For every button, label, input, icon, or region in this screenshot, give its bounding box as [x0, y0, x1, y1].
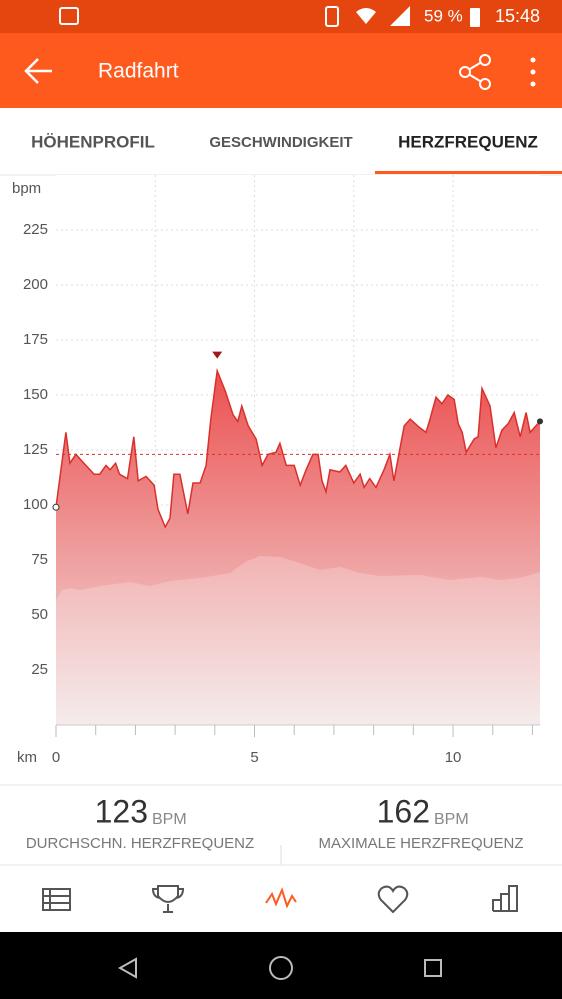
- tab-indicator: [375, 171, 562, 174]
- x-axis-label: km: [17, 749, 37, 766]
- start-point: [52, 503, 60, 511]
- chart: bpm km 25 50 75 100 125 150 175 200 225 0 5 10: [12, 175, 544, 766]
- y-tick-label: 200: [23, 276, 48, 293]
- nav-table[interactable]: [42, 888, 71, 911]
- app-bar: [0, 33, 562, 108]
- y-tick-label: 50: [31, 606, 48, 623]
- stat-label: DURCHSCHN. HERZFREQUENZ: [26, 835, 254, 852]
- stat-label: MAXIMALE HERZFREQUENZ: [318, 835, 523, 852]
- nav-heart[interactable]: [377, 885, 409, 914]
- battery-percent: 59 %: [424, 6, 463, 25]
- system-nav: [0, 932, 562, 999]
- elevation-silhouette: [56, 556, 540, 725]
- y-axis-label: bpm: [12, 180, 41, 197]
- area: [56, 370, 541, 725]
- nav-chart[interactable]: [265, 887, 297, 909]
- nav-recents[interactable]: [424, 959, 442, 977]
- back-button[interactable]: [24, 58, 52, 84]
- nav-stats[interactable]: [492, 885, 518, 912]
- stat-unit: BPM: [434, 811, 469, 828]
- stat-unit: BPM: [152, 811, 187, 828]
- tab[interactable]: HÖHENPROFIL: [31, 132, 155, 151]
- x-tick-label: 5: [250, 749, 258, 766]
- y-tick-label: 100: [23, 496, 48, 513]
- nav-trophy[interactable]: [151, 885, 185, 913]
- end-point: [537, 418, 544, 425]
- x-tick-label: 0: [52, 749, 60, 766]
- max-marker: [212, 351, 223, 359]
- y-tick-label: 175: [23, 331, 48, 348]
- y-tick-label: 225: [23, 221, 48, 238]
- nav-home[interactable]: [269, 956, 293, 980]
- stat-value: 123: [95, 793, 148, 829]
- y-tick-label: 75: [31, 551, 48, 568]
- y-tick-label: 25: [31, 661, 48, 678]
- tab-active[interactable]: HERZFREQUENZ: [398, 132, 538, 151]
- nav-back[interactable]: [117, 957, 137, 979]
- stat-value: 162: [377, 793, 430, 829]
- share-button[interactable]: [459, 54, 491, 90]
- app-title: Radfahrt: [98, 60, 179, 83]
- heart-rate-line: [55, 367, 541, 529]
- tab[interactable]: GESCHWINDIGKEIT: [209, 134, 352, 151]
- y-tick-label: 125: [23, 441, 48, 458]
- clock: 15:48: [495, 6, 540, 26]
- x-tick-label: 10: [445, 749, 462, 766]
- menu-button[interactable]: [530, 57, 536, 87]
- status-icons: [59, 6, 480, 27]
- status-bar: [0, 0, 562, 33]
- y-tick-label: 150: [23, 386, 48, 403]
